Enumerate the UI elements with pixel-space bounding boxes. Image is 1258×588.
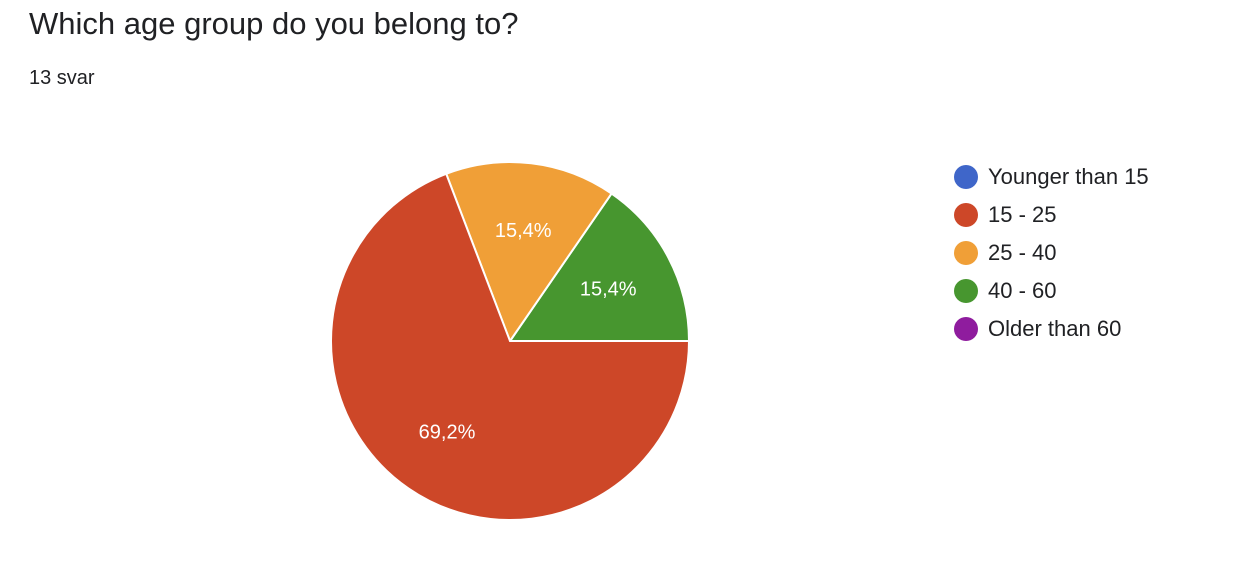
legend-label: 15 - 25 <box>988 202 1057 227</box>
chart-legend: Younger than 15 15 - 25 25 - 40 40 - 60 Olde… <box>954 158 1149 348</box>
legend-swatch-icon <box>954 241 978 265</box>
pie-slices <box>330 161 691 521</box>
legend-item[interactable]: Younger than 15 <box>954 158 1149 196</box>
legend-label: 40 - 60 <box>988 278 1057 303</box>
legend-item[interactable]: 40 - 60 <box>954 272 1149 310</box>
pie-slice-40-60[interactable] <box>508 192 691 342</box>
legend-swatch-icon <box>954 165 978 189</box>
pie-slice-labels: 15,4% 15,4% 69,2% <box>419 220 637 444</box>
slice-label: 69,2% <box>419 421 476 443</box>
legend-label: Older than 60 <box>988 316 1122 341</box>
response-count: 13 svar <box>29 67 95 89</box>
pie-slice-15-25[interactable] <box>330 172 691 521</box>
slice-label: 15,4% <box>580 278 637 300</box>
legend-label: Younger than 15 <box>988 164 1149 189</box>
legend-item[interactable]: 25 - 40 <box>954 234 1149 272</box>
question-title: Which age group do you belong to? <box>29 6 519 41</box>
legend-item[interactable]: 15 - 25 <box>954 196 1149 234</box>
legend-swatch-icon <box>954 317 978 341</box>
legend-swatch-icon <box>954 203 978 227</box>
legend-swatch-icon <box>954 279 978 303</box>
pie-slice-25-40[interactable] <box>444 161 613 344</box>
legend-item[interactable]: Older than 60 <box>954 310 1149 348</box>
legend-label: 25 - 40 <box>988 240 1057 265</box>
slice-label: 15,4% <box>495 220 552 242</box>
